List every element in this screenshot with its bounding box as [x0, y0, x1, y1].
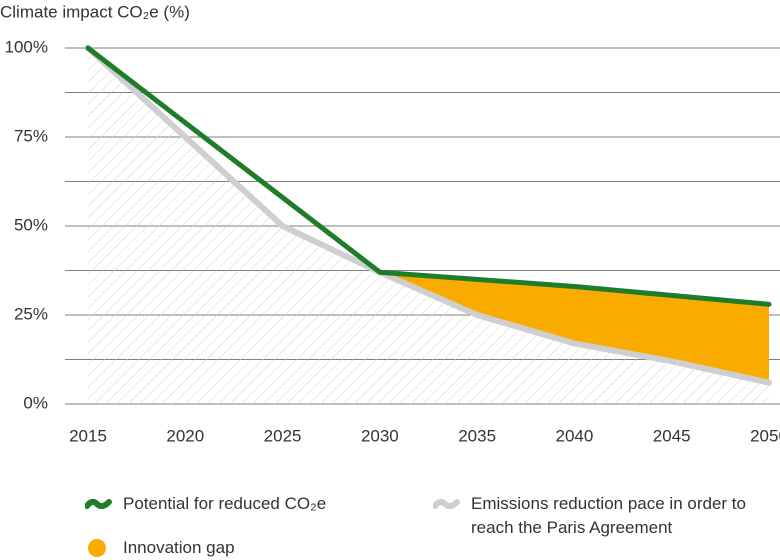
- legend-swatch: [88, 539, 106, 557]
- series-line: [85, 45, 772, 307]
- x-tick-label: 2030: [361, 426, 399, 445]
- legend-icon: [433, 498, 460, 510]
- x-tick-label: 2025: [264, 426, 302, 445]
- legend-label: Potential for reduced CO₂e: [123, 494, 327, 513]
- legend-swatch: [433, 498, 460, 510]
- x-tick-label: 2045: [653, 426, 691, 445]
- legend-label: Innovation gap: [123, 538, 235, 557]
- y-axis-title: Climate impact CO₂e (%): [0, 2, 190, 21]
- x-tick-label: 2020: [166, 426, 204, 445]
- legend-icon: [85, 498, 112, 510]
- x-tick-label: 2050: [750, 426, 780, 445]
- x-tick-label: 2040: [556, 426, 594, 445]
- legend-icon: [88, 539, 106, 557]
- y-tick-label: 100%: [5, 37, 48, 56]
- series-line: [85, 45, 772, 386]
- y-tick-label: 25%: [14, 304, 48, 323]
- gap-area: [379, 272, 769, 383]
- x-tick-label: 2015: [69, 426, 107, 445]
- y-tick-label: 50%: [14, 215, 48, 234]
- x-tick-label: 2035: [458, 426, 496, 445]
- legend-label: Emissions reduction pace in order to rea…: [471, 494, 746, 537]
- y-tick-label: 75%: [14, 126, 48, 145]
- hatched-area: [88, 48, 769, 404]
- y-tick-label: 0%: [23, 393, 48, 412]
- legend-swatch: [85, 498, 112, 510]
- chart: Climate impact CO₂e (%) 0% 25% 50% 75% 100% 2…: [0, 2, 780, 445]
